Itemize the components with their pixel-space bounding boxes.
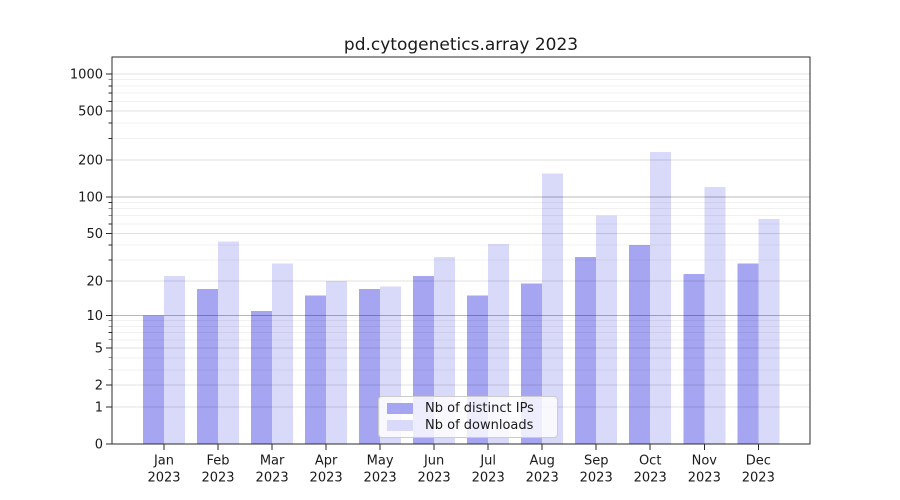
xtick-label-month-apr: Apr: [315, 454, 338, 469]
xtick-label-year-mar: 2023: [256, 471, 289, 486]
bar-downloads-dec: [758, 218, 780, 444]
xtick-label-year-aug: 2023: [526, 471, 559, 486]
xtick-label-year-oct: 2023: [634, 471, 667, 486]
bar-ips-feb: [197, 289, 219, 444]
xtick-label-year-feb: 2023: [201, 471, 234, 486]
ytick-label-5: 5: [95, 342, 103, 357]
xtick-label-month-dec: Dec: [746, 454, 771, 469]
legend-item-downloads: Nb of downloads: [387, 418, 549, 434]
bar-downloads-mar: [272, 263, 294, 444]
bar-ips-jan: [143, 315, 164, 444]
bar-downloads-aug: [542, 173, 564, 444]
bar-downloads-apr: [326, 281, 348, 444]
xtick-label-month-may: May: [367, 454, 394, 469]
ytick-label-20: 20: [86, 275, 103, 290]
ytick-label-50: 50: [86, 227, 103, 242]
xtick-label-month-oct: Oct: [639, 454, 661, 469]
legend: Nb of distinct IPs Nb of downloads: [378, 396, 558, 438]
xtick-label-month-nov: Nov: [692, 454, 718, 469]
ytick-label-10: 10: [86, 309, 103, 324]
bar-downloads-feb: [218, 241, 240, 444]
bar-ips-dec: [737, 263, 759, 444]
xtick-label-year-sep: 2023: [580, 471, 613, 486]
ytick-label-100: 100: [78, 190, 103, 205]
axes-box: [111, 56, 811, 445]
bar-ips-sep: [575, 256, 597, 444]
ytick-label-500: 500: [78, 105, 103, 120]
xtick-label-month-aug: Aug: [530, 454, 555, 469]
bar-ips-may: [359, 289, 381, 444]
xtick-label-year-apr: 2023: [310, 471, 343, 486]
bar-downloads-oct: [650, 151, 672, 444]
bar-downloads-jan: [164, 276, 185, 444]
xtick-label-year-jun: 2023: [418, 471, 451, 486]
bar-downloads-nov: [704, 187, 726, 444]
bar-ips-nov: [683, 273, 705, 444]
legend-swatch-downloads: [387, 420, 413, 431]
ytick-label-0: 0: [95, 438, 103, 453]
xtick-label-month-mar: Mar: [260, 454, 285, 469]
legend-swatch-distinct-ips: [387, 403, 413, 414]
xtick-label-year-dec: 2023: [742, 471, 775, 486]
ytick-label-2: 2: [95, 379, 103, 394]
xtick-label-month-jun: Jun: [423, 454, 444, 469]
bar-downloads-jul: [488, 243, 510, 444]
xtick-label-month-sep: Sep: [584, 454, 609, 469]
legend-label-downloads: Nb of downloads: [425, 417, 534, 433]
ytick-label-200: 200: [78, 154, 103, 169]
xtick-label-month-jul: Jul: [479, 454, 496, 469]
chart-title: pd.cytogenetics.array 2023: [343, 35, 579, 55]
legend-item-distinct-ips: Nb of distinct IPs: [387, 401, 549, 417]
xtick-label-year-nov: 2023: [688, 471, 721, 486]
ytick-label-1: 1: [95, 400, 103, 415]
xtick-label-month-jan: Jan: [153, 454, 174, 469]
xtick-label-year-jul: 2023: [472, 471, 505, 486]
legend-label-distinct-ips: Nb of distinct IPs: [425, 400, 534, 416]
bar-ips-mar: [251, 310, 273, 444]
xtick-label-year-jan: 2023: [147, 471, 180, 486]
ytick-label-1000: 1000: [70, 68, 103, 83]
bar-downloads-sep: [596, 215, 618, 444]
bar-ips-apr: [305, 295, 327, 444]
xtick-label-year-may: 2023: [364, 471, 397, 486]
bar-ips-oct: [629, 245, 651, 444]
xtick-label-month-feb: Feb: [206, 454, 229, 469]
